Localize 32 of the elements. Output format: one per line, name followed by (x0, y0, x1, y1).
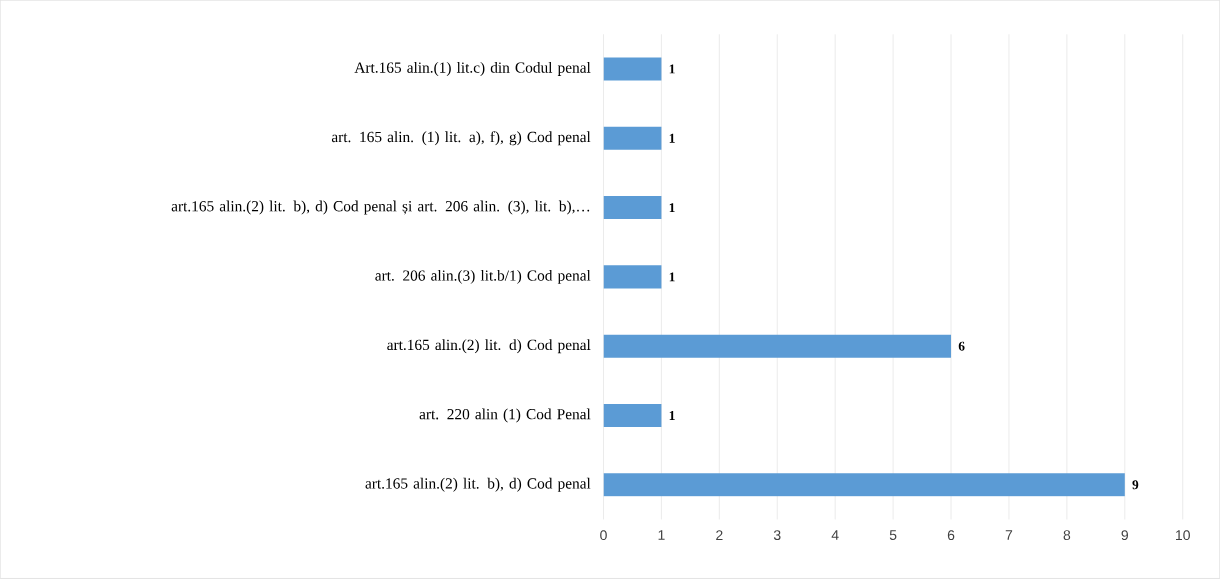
bar (603, 196, 662, 220)
x-tick-label: 6 (947, 530, 955, 541)
data-label: 6 (958, 341, 965, 351)
y-tick-label: art.165 alin.(2) lit. d) Cod penal (387, 339, 591, 354)
data-label: 1 (669, 133, 675, 143)
x-tick-label: 4 (831, 530, 839, 540)
x-tick-label: 9 (1121, 530, 1129, 541)
y-tick-label: art. 165 alin. (1) lit. a), f), g) Cod penal (331, 131, 591, 146)
bar (603, 265, 662, 289)
bar (603, 57, 662, 81)
x-tick-label: 3 (773, 530, 781, 541)
data-label: 1 (669, 64, 675, 74)
data-label: 9 (1132, 480, 1139, 490)
data-label: 1 (669, 272, 675, 282)
data-label: 1 (669, 411, 675, 421)
y-tick-label: art.165 alin.(2) lit. b), d) Cod penal (365, 477, 591, 492)
bar (603, 334, 952, 358)
y-tick-label: Art.165 alin.(1) lit.c) din Codul penal (354, 62, 591, 77)
x-tick-label: 10 (1176, 530, 1190, 541)
x-tick-label: 5 (889, 530, 897, 541)
x-tick-label: 2 (716, 530, 723, 541)
bar (603, 473, 1125, 497)
x-tick-label: 7 (1005, 530, 1013, 540)
y-tick-label: art.165 alin.(2) lit. b), d) Cod penal și art. 206 alin. (3), lit. b),… (171, 200, 590, 215)
data-label: 1 (669, 203, 675, 213)
y-tick-label: art. 206 alin.(3) lit.b/1) Cod penal (375, 270, 591, 284)
x-tick-label: 1 (658, 530, 665, 540)
bar (603, 404, 662, 428)
y-tick-label: art. 220 alin (1) Cod Penal (419, 408, 591, 423)
x-tick-label: 8 (1063, 530, 1071, 541)
bar (603, 126, 662, 150)
x-tick-label: 0 (600, 530, 607, 541)
